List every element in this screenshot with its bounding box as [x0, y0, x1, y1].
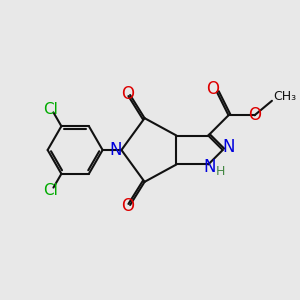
Text: N: N [222, 138, 235, 156]
Text: O: O [248, 106, 261, 124]
Text: O: O [121, 197, 134, 215]
Text: N: N [203, 158, 216, 176]
Text: O: O [121, 85, 134, 103]
Text: N: N [110, 141, 122, 159]
Text: CH₃: CH₃ [273, 90, 296, 103]
Text: H: H [216, 165, 225, 178]
Text: O: O [206, 80, 219, 98]
Text: Cl: Cl [43, 102, 58, 117]
Text: Cl: Cl [43, 183, 58, 198]
